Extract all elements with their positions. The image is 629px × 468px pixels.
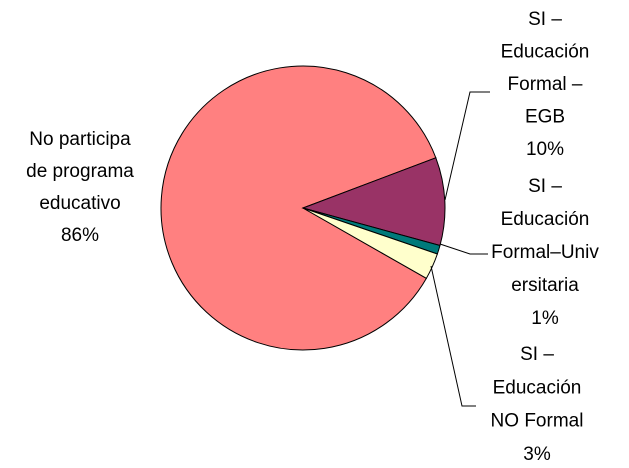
value-label: 86%	[61, 225, 99, 246]
value-label: 3%	[523, 444, 551, 465]
slice-label: EGB	[525, 107, 565, 128]
slice-label: de programa	[26, 161, 134, 182]
leader-line	[444, 91, 490, 201]
value-label: 1%	[531, 308, 559, 329]
slice-label: educativo	[39, 193, 120, 214]
slice-label: Formal–Univ	[491, 242, 599, 263]
pie	[160, 65, 446, 351]
leader-line	[439, 243, 488, 255]
slice-label: Educación	[493, 377, 582, 398]
slice-label: SI –	[528, 9, 562, 30]
slice-label: No participa	[29, 129, 131, 150]
pie-slice	[302, 207, 438, 280]
pie-slice	[160, 65, 437, 351]
slice-label: Educación	[501, 42, 590, 63]
slice-label: NO Formal	[491, 411, 584, 432]
slice-label: Educación	[501, 209, 590, 230]
slice-label: SI –	[528, 176, 562, 197]
slice-label: SI –	[520, 344, 554, 365]
value-label: 10%	[526, 139, 564, 160]
slice-label: ersitaria	[511, 275, 579, 296]
slice-label: Formal –	[508, 74, 583, 95]
leader-line	[430, 265, 476, 407]
